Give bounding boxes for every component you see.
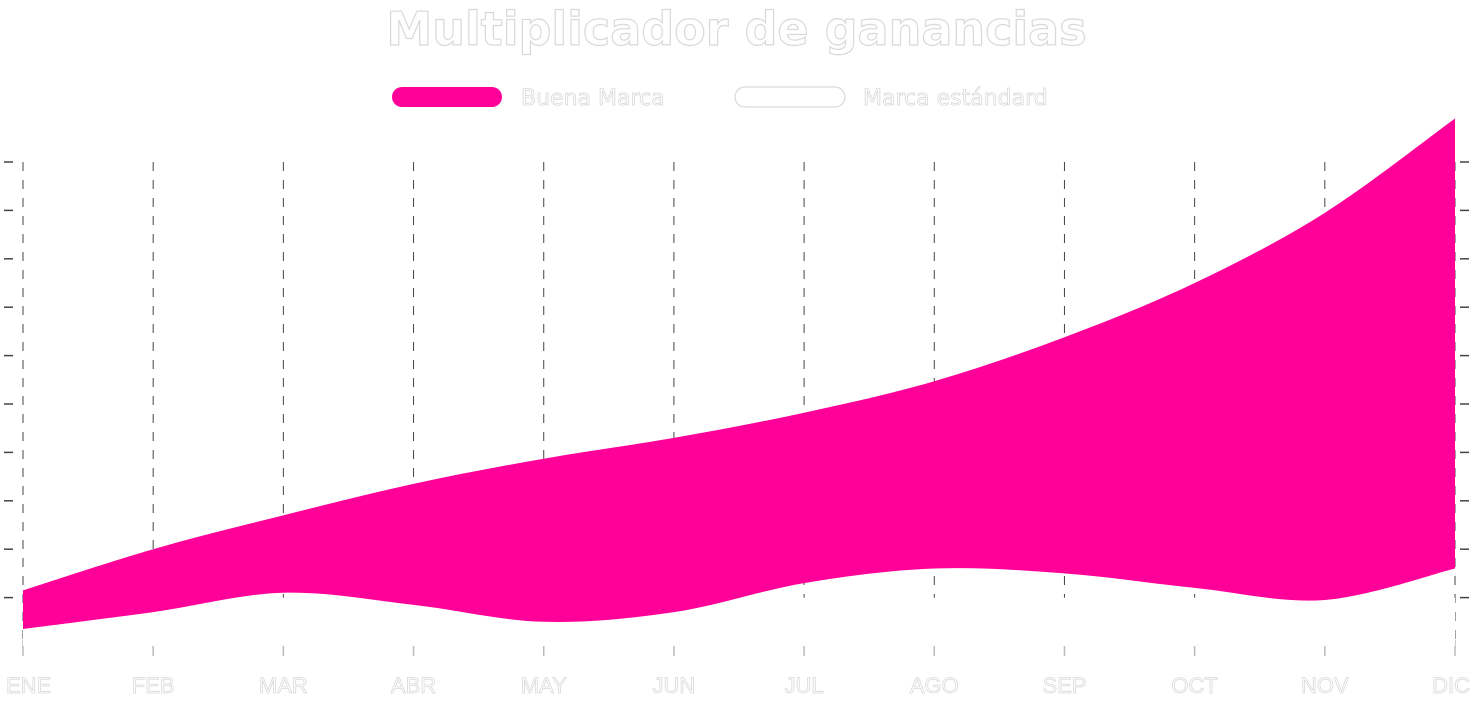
series-area-buena-marca: [23, 118, 1455, 630]
legend-swatch-marca-estandard: [734, 86, 846, 108]
legend: Buena Marca Marca estándard: [392, 86, 1048, 111]
legend-label-buena-marca: Buena Marca: [521, 86, 665, 111]
x-label-ene: ENE: [6, 673, 51, 698]
legend-swatch-buena-marca: [392, 87, 502, 107]
x-label-mar: MAR: [259, 673, 308, 698]
x-label-dic: DIC: [1432, 673, 1470, 698]
x-axis-labels: ENE FEB MAR ABR MAY JUN JUL AGO SEP OCT NOV DIC: [6, 673, 1471, 699]
x-label-may: MAY: [521, 673, 567, 698]
x-label-oct: OCT: [1171, 673, 1217, 698]
x-label-feb: FEB: [132, 673, 175, 698]
legend-label-marca-estandard: Marca estándard: [863, 86, 1048, 111]
y-axis-ticks: [4, 161, 1469, 599]
series-area-marca-estandard: [23, 597, 1455, 646]
x-label-abr: ABR: [391, 673, 436, 698]
x-label-ago: AGO: [910, 673, 959, 698]
series-layer: [23, 118, 1455, 646]
chart-title: Multiplicador de ganancias: [386, 1, 1087, 56]
x-label-jul: JUL: [785, 673, 824, 698]
x-label-nov: NOV: [1301, 673, 1349, 698]
x-label-jun: JUN: [653, 673, 696, 698]
x-label-sep: SEP: [1042, 673, 1086, 698]
